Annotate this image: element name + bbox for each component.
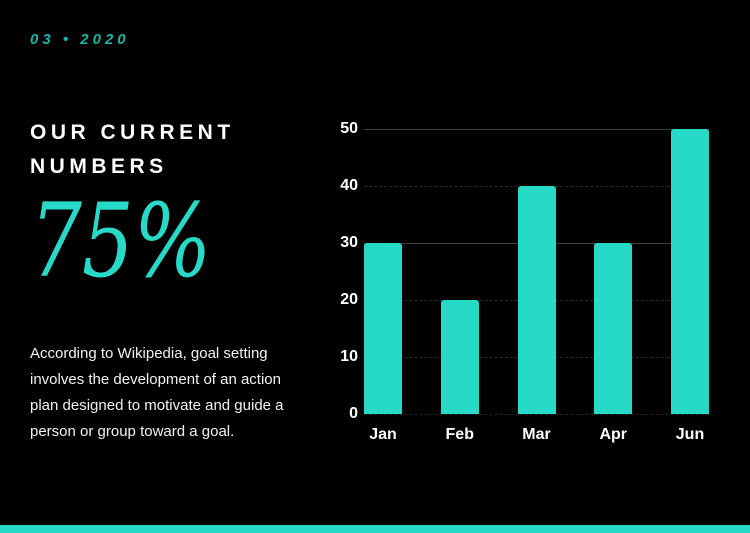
x-axis-label-mar: Mar <box>522 426 551 443</box>
y-axis-tick-label-50: 50 <box>340 120 358 137</box>
x-axis-label-feb: Feb <box>445 426 474 443</box>
x-axis-label-jan: Jan <box>369 426 397 443</box>
bar-chart: 0 10 20 30 40 50 Jan Feb Mar Apr Jun <box>330 112 730 457</box>
gridline-0 <box>364 414 709 415</box>
description-text: According to Wikipedia, goal setting inv… <box>30 345 284 440</box>
x-axis-label-apr: Apr <box>599 426 628 443</box>
page-title: OUR CURRENT NUMBERS <box>30 121 235 178</box>
bar-mar <box>517 186 556 414</box>
gridline-50 <box>364 129 709 130</box>
big-percentage-value: 75% <box>30 182 212 301</box>
y-axis-tick-label-20: 20 <box>340 291 358 308</box>
bar-feb <box>440 300 479 414</box>
y-axis-tick-label-0: 0 <box>349 405 358 422</box>
y-axis-tick-label-10: 10 <box>340 348 358 365</box>
x-axis-label-jun: Jun <box>675 426 705 443</box>
date-label: 03 • 2020 <box>30 31 130 48</box>
y-axis-tick-label-30: 30 <box>340 234 358 251</box>
bar-jan <box>364 243 402 414</box>
y-axis-tick-label-40: 40 <box>340 177 358 194</box>
footer-accent-strip <box>0 525 750 533</box>
bar-jun <box>671 129 709 414</box>
bar-apr <box>594 243 633 414</box>
